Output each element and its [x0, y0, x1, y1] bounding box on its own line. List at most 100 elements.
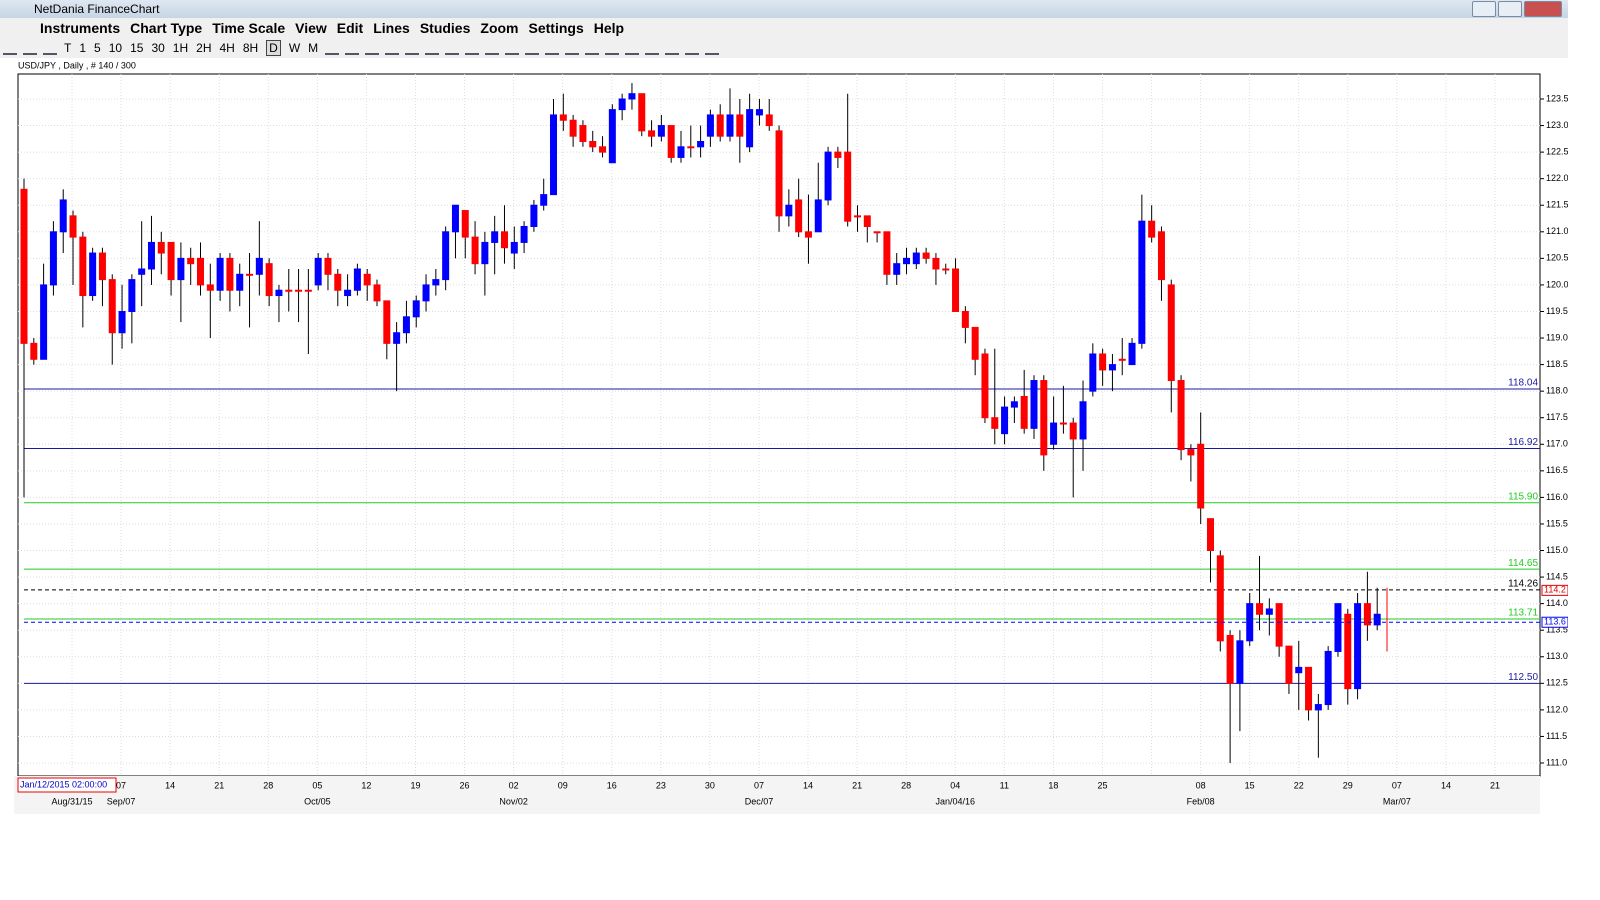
menu-item[interactable]: Instruments — [40, 20, 121, 36]
tool-icon[interactable] — [665, 41, 680, 55]
candle-body — [393, 332, 401, 344]
timeframe-button[interactable]: 8H — [242, 41, 259, 55]
tool-icon[interactable] — [23, 41, 37, 55]
menu-item[interactable]: Chart Type — [130, 20, 203, 36]
maximize[interactable] — [1498, 1, 1522, 17]
tool-icon[interactable] — [425, 41, 440, 55]
y-tick-label: 121.5 — [1546, 200, 1568, 210]
timeframe-button[interactable]: 10 — [108, 41, 123, 55]
close[interactable] — [1524, 1, 1562, 17]
menu-item[interactable]: View — [295, 20, 327, 36]
price-marker-box — [1541, 616, 1568, 628]
x-month-label: Nov/02 — [499, 796, 528, 806]
menu-item[interactable]: Help — [593, 20, 625, 36]
candle-body — [59, 199, 67, 233]
tool-icon[interactable] — [585, 41, 600, 55]
timeframe-button[interactable]: D — [266, 40, 281, 56]
candle-body — [285, 289, 293, 292]
menu-item[interactable]: Zoom — [480, 20, 519, 36]
x-tick-label: 07 — [754, 780, 764, 790]
y-tick-label: 119.0 — [1546, 332, 1568, 342]
candle-body — [246, 273, 254, 276]
timeframe-button[interactable]: 30 — [151, 41, 165, 55]
candle-body — [206, 284, 214, 291]
candle-body — [540, 194, 548, 206]
timeframe-button[interactable]: T — [64, 41, 72, 55]
candle-body — [1118, 358, 1126, 361]
x-tick-label: 18 — [1048, 780, 1058, 790]
tool-icon[interactable] — [405, 41, 420, 55]
tool-icon[interactable] — [625, 41, 640, 55]
tool-icon[interactable] — [545, 41, 560, 55]
y-tick-label: 116.5 — [1546, 465, 1568, 475]
candle-body — [883, 231, 891, 275]
menu-item[interactable]: Settings — [528, 20, 584, 36]
candle-body — [657, 125, 665, 137]
menu-item[interactable]: Time Scale — [212, 20, 286, 36]
candle-body — [373, 284, 381, 302]
candle-body — [765, 114, 773, 127]
tool-icon[interactable] — [445, 41, 460, 55]
candle-body — [461, 210, 469, 238]
candle-body — [1050, 422, 1058, 445]
candle-body — [89, 252, 97, 297]
candle-body — [49, 231, 57, 286]
timeframe-button[interactable]: 5 — [94, 41, 101, 55]
timeframe-button[interactable]: W — [288, 41, 301, 55]
candle-body — [30, 342, 38, 360]
tool-icon[interactable] — [385, 41, 400, 55]
x-tick-label: 02 — [509, 780, 519, 790]
x-tick-label: 29 — [1343, 780, 1353, 790]
candle-body — [814, 199, 822, 233]
timeframe-button[interactable]: 15 — [130, 41, 144, 55]
tool-icon[interactable] — [705, 41, 720, 55]
candle-body — [971, 326, 979, 360]
timeframe-button[interactable]: M — [308, 41, 319, 55]
timeframe-button[interactable]: 1H — [172, 41, 189, 55]
menu-item[interactable]: Lines — [373, 20, 410, 36]
y-tick-label: 118.0 — [1546, 386, 1568, 396]
tool-icon[interactable] — [685, 41, 700, 55]
x-tick-label: 26 — [460, 780, 470, 790]
tool-icon[interactable] — [485, 41, 500, 55]
y-tick-label: 122.0 — [1546, 173, 1568, 183]
x-tick-label: 28 — [901, 780, 911, 790]
candle-body — [912, 252, 920, 265]
x-month-label: Jan/04/16 — [935, 796, 975, 806]
tool-icon[interactable] — [505, 41, 520, 55]
y-tick-label: 112.0 — [1546, 704, 1568, 714]
menu-item[interactable]: Edit — [336, 20, 364, 36]
candle-body — [1177, 380, 1185, 451]
menu-item[interactable]: Studies — [419, 20, 471, 36]
candle-body — [834, 151, 842, 158]
candle-body — [1157, 231, 1165, 281]
minimize[interactable] — [1472, 1, 1496, 17]
tool-icon[interactable] — [465, 41, 480, 55]
tool-icon[interactable] — [645, 41, 660, 55]
y-tick-label: 120.5 — [1546, 253, 1568, 263]
candle-body — [1334, 603, 1342, 652]
candle-body — [187, 257, 195, 265]
candle-body — [510, 241, 518, 254]
tool-icon[interactable] — [605, 41, 620, 55]
candle-body — [451, 204, 459, 233]
tool-icon[interactable] — [365, 41, 380, 55]
candle-body — [1265, 608, 1273, 615]
tool-icon[interactable] — [325, 41, 340, 55]
tool-icon[interactable] — [525, 41, 540, 55]
tool-icon[interactable] — [345, 41, 360, 55]
candle-body — [1128, 342, 1136, 366]
candle-body — [1344, 613, 1352, 690]
tool-icon[interactable] — [43, 41, 57, 55]
tool-icon[interactable] — [565, 41, 580, 55]
candle-body — [677, 146, 685, 158]
x-tick-label: 21 — [214, 780, 224, 790]
tool-icon[interactable] — [3, 41, 17, 55]
timeframe-button[interactable]: 4H — [219, 41, 235, 55]
timeframe-button[interactable]: 1 — [79, 41, 87, 55]
candle-body — [1001, 406, 1009, 435]
timeframe-button[interactable]: 2H — [196, 41, 212, 55]
candle-body — [1187, 449, 1195, 456]
candle-body — [755, 109, 763, 116]
